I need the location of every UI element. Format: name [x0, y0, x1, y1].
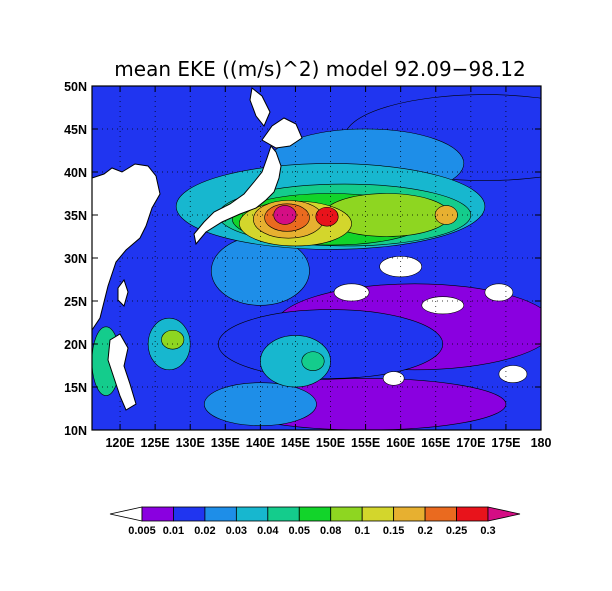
xtick-label-160E: 160E: [386, 436, 415, 450]
colorbar-label-5: 0.05: [289, 525, 310, 537]
ytick-label-10N: 10N: [64, 424, 87, 438]
eke-maximum-0: [273, 205, 297, 225]
coastline-honshu: [193, 144, 282, 246]
xtick-label-140E: 140E: [246, 436, 275, 450]
ytick-label-45N: 45N: [64, 123, 87, 137]
ytick-label-20N: 20N: [64, 338, 87, 352]
colorbar-swatch-2: [204, 506, 237, 522]
colorbar-label-0: 0.005: [128, 525, 156, 537]
colorbar-low-end: [109, 506, 143, 522]
coastline-philippines: [107, 333, 137, 411]
ytick-label-50N: 50N: [64, 80, 87, 94]
low-eke-region-5: [382, 371, 405, 386]
colorbar: [109, 506, 521, 522]
colorbar-swatch-9: [424, 506, 457, 522]
xtick-label-130E: 130E: [176, 436, 205, 450]
coastline-sakhalin: [249, 87, 271, 127]
colorbar-swatch-5: [298, 506, 332, 522]
low-eke-region-2: [421, 296, 465, 315]
xtick-label-170E: 170E: [456, 436, 485, 450]
xtick-label-145E: 145E: [281, 436, 310, 450]
xtick-label-180: 180: [531, 436, 552, 450]
colorbar-label-4: 0.04: [257, 525, 279, 537]
xtick-label-135E: 135E: [211, 436, 240, 450]
ytick-label-15N: 15N: [64, 381, 87, 395]
ytick-label-25N: 25N: [64, 295, 87, 309]
xtick-label-120E: 120E: [105, 436, 134, 450]
xtick-label-165E: 165E: [421, 436, 450, 450]
contour-band-6: [203, 382, 317, 427]
eke-maximum-4: [301, 351, 325, 371]
ytick-label-40N: 40N: [64, 166, 87, 180]
colorbar-label-11: 0.3: [480, 525, 495, 537]
colorbar-label-2: 0.02: [194, 525, 215, 537]
coastline-taiwan: [117, 278, 129, 307]
colorbar-high-end: [487, 506, 521, 522]
colorbar-swatch-0: [141, 506, 174, 522]
colorbar-swatch-1: [173, 506, 206, 522]
xtick-label-150E: 150E: [316, 436, 345, 450]
colorbar-label-10: 0.25: [446, 525, 467, 537]
colorbar-label-8: 0.15: [383, 525, 404, 537]
colorbar-swatch-7: [361, 506, 395, 522]
eke-maximum-3: [161, 329, 185, 350]
coastline-japan: [92, 163, 161, 331]
coastline-hokkaido: [261, 117, 303, 149]
chart-title: mean EKE ((m/s)^2) model 92.09−98.12: [114, 57, 525, 81]
ytick-label-30N: 30N: [64, 252, 87, 266]
low-eke-region-0: [333, 283, 370, 302]
eke-maximum-2: [434, 205, 458, 225]
xtick-label-175E: 175E: [491, 436, 520, 450]
xtick-label-125E: 125E: [141, 436, 170, 450]
colorbar-label-6: 0.08: [320, 525, 341, 537]
contour-band-3: [217, 309, 444, 379]
low-eke-region-4: [484, 283, 514, 302]
colorbar-label-1: 0.01: [163, 525, 184, 537]
colorbar-label-3: 0.03: [226, 525, 247, 537]
colorbar-label-7: 0.1: [355, 525, 370, 537]
colorbar-swatch-6: [330, 506, 363, 522]
eke-maximum-1: [315, 206, 339, 227]
ytick-label-35N: 35N: [64, 209, 87, 223]
colorbar-swatch-4: [267, 506, 300, 522]
plot-area: [92, 86, 541, 430]
xtick-label-155E: 155E: [351, 436, 380, 450]
low-eke-region-3: [498, 365, 528, 383]
colorbar-label-9: 0.2: [417, 525, 432, 537]
colorbar-swatch-3: [235, 506, 269, 522]
colorbar-swatch-10: [456, 506, 489, 522]
colorbar-swatch-8: [393, 506, 426, 522]
